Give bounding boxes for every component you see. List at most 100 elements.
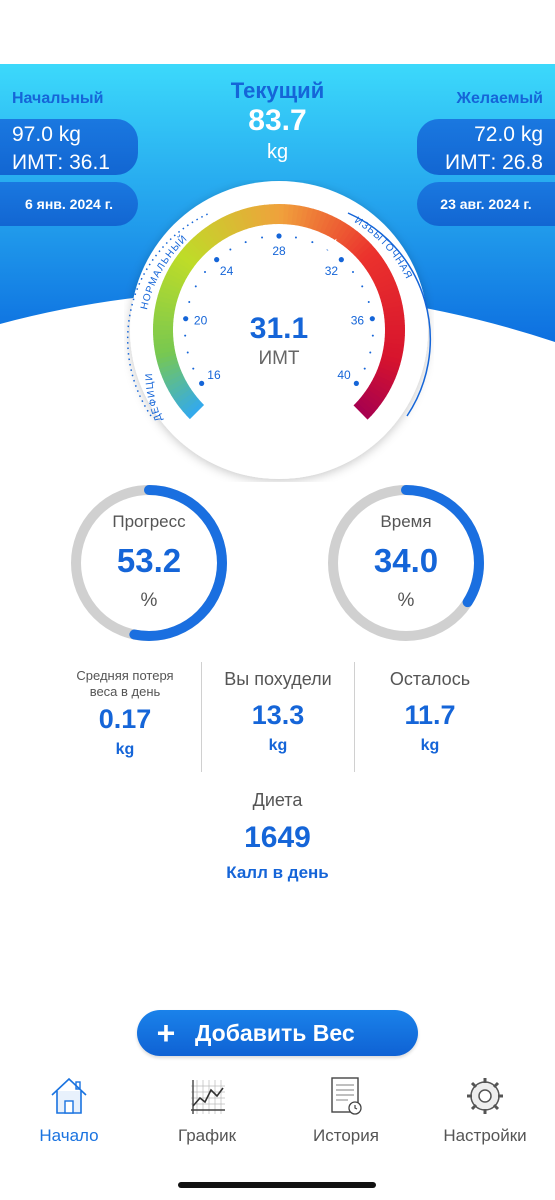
gauge-band-segment <box>366 385 387 401</box>
gauge-band-segment <box>166 267 187 282</box>
plus-icon: + <box>156 1015 176 1051</box>
time-ring-graphic <box>328 485 484 641</box>
avg-loss-unit: kg <box>115 741 135 758</box>
time-value: 34.0 <box>373 542 439 579</box>
gauge-tick-label: 40 <box>337 368 351 382</box>
gauge-ticks: 16 20 24 28 32 36 40 <box>183 233 375 386</box>
gauge-band-segment <box>164 272 185 286</box>
tab-settings-label: Настройки <box>443 1126 527 1145</box>
stats-divider-1 <box>201 662 202 772</box>
gauge-color-band <box>153 204 405 420</box>
gauge-band-segment <box>154 345 176 355</box>
lost-stat: Вы похудели 13.3 kg <box>202 668 354 755</box>
gauge-tick-dot <box>369 316 375 322</box>
gauge-band-segment <box>383 342 405 351</box>
gauge-band-segment <box>193 233 211 253</box>
gauge-band-segment <box>375 370 396 384</box>
gauge-band-segment <box>173 388 194 405</box>
gauge-minor-dot <box>186 351 189 354</box>
gauge-minor-dot <box>367 301 370 304</box>
gauge-band-segment <box>311 210 324 231</box>
diet-stat: Диета 1649 Калл в день <box>150 789 405 883</box>
gauge-band-segment <box>179 395 199 412</box>
gauge-tick-label: 24 <box>220 264 234 278</box>
gauge-band-segment <box>319 213 333 234</box>
gauge-tick-label: 32 <box>325 264 339 278</box>
tab-settings[interactable]: Настройки <box>416 1070 554 1150</box>
gauge-band-segment <box>299 206 310 228</box>
gauge-band-segment <box>249 206 259 227</box>
gauge-band-segment <box>381 295 402 306</box>
gauge-band-segment <box>373 272 394 287</box>
gauge-band-segment <box>162 276 183 290</box>
gauge-band-segment <box>356 244 376 262</box>
gauge-band-segment <box>235 209 247 231</box>
gauge-tick-dot <box>338 257 344 263</box>
gauge-band-segment <box>221 215 236 236</box>
remaining-label: Осталось <box>389 669 471 689</box>
gauge-minor-dot <box>294 236 297 239</box>
gauge-band-segment <box>164 373 185 388</box>
avg-loss-label-1: Средняя потеря <box>76 668 174 683</box>
gauge-band-segment <box>369 264 390 279</box>
gauge-band-segment <box>160 366 182 379</box>
gauge-band-segment <box>381 350 403 361</box>
gauge-guide-arc-normal <box>127 212 211 417</box>
time-ring-fill <box>328 485 484 641</box>
gauge-band-segment <box>378 286 400 298</box>
chart-icon <box>191 1080 225 1114</box>
tab-history[interactable]: История <box>277 1070 415 1150</box>
lost-label: Вы похудели <box>224 669 332 689</box>
gauge-band-segment <box>168 381 189 396</box>
gauge-band-segment <box>378 362 399 375</box>
gauge-band-segment <box>379 291 401 302</box>
gauge-band-segment <box>334 222 350 243</box>
home-indicator <box>178 1182 376 1188</box>
gauge-band-segment <box>274 204 280 225</box>
progress-label: Прогресс <box>112 512 186 531</box>
gauge-minor-dot <box>194 285 197 288</box>
gauge-band-segment <box>382 346 404 356</box>
remaining-stat: Осталось 11.7 kg <box>355 668 505 755</box>
gauge-minor-dot <box>184 334 187 337</box>
tab-chart-label: График <box>177 1126 237 1145</box>
time-unit: % <box>397 590 415 611</box>
lost-unit: kg <box>268 737 288 754</box>
gauge-minor-dot <box>361 285 364 288</box>
gauge-band-segment <box>295 205 305 227</box>
gauge-band-segment <box>158 362 180 374</box>
gauge-band-segment <box>303 207 314 229</box>
gauge-band-segment <box>371 378 392 393</box>
gauge-band-segment <box>323 215 337 236</box>
avg-loss-label-2: веса в день <box>89 684 161 699</box>
gauge-band-segment <box>169 263 189 279</box>
gauge-band-segment <box>157 290 179 302</box>
gauge-band-segment <box>174 255 194 272</box>
gauge-band-segment <box>226 213 240 234</box>
add-weight-button[interactable]: + Добавить Вес <box>137 1010 418 1056</box>
history-icon <box>331 1077 362 1115</box>
progress-ring: Прогресс 53.2 % <box>68 482 230 644</box>
gauge-disc <box>130 181 428 479</box>
start-bmi: ИМТ: 36.1 <box>12 151 110 174</box>
tab-home[interactable]: Начало <box>0 1070 138 1150</box>
target-label: Желаемый <box>456 90 543 107</box>
gauge-band-segment <box>291 204 300 226</box>
gauge-guide-arc-over <box>347 212 431 417</box>
gauge-band-segment <box>157 358 179 369</box>
gauge-band-segment <box>183 243 202 262</box>
gauge-band-segment <box>359 395 378 413</box>
gauge-band-segment <box>269 204 276 225</box>
gauge-band-segment <box>244 207 255 228</box>
gauge-band-segment <box>197 230 214 250</box>
gauge-band-segment <box>204 224 221 245</box>
tab-chart[interactable]: График <box>138 1070 276 1150</box>
time-ring: Время 34.0 % <box>325 482 487 644</box>
gauge-band-segment <box>166 377 187 392</box>
gauge-band-segment <box>364 388 384 405</box>
progress-unit: % <box>140 590 158 611</box>
gauge-band-segment <box>153 324 174 330</box>
gauge-tick-dot <box>353 380 359 386</box>
